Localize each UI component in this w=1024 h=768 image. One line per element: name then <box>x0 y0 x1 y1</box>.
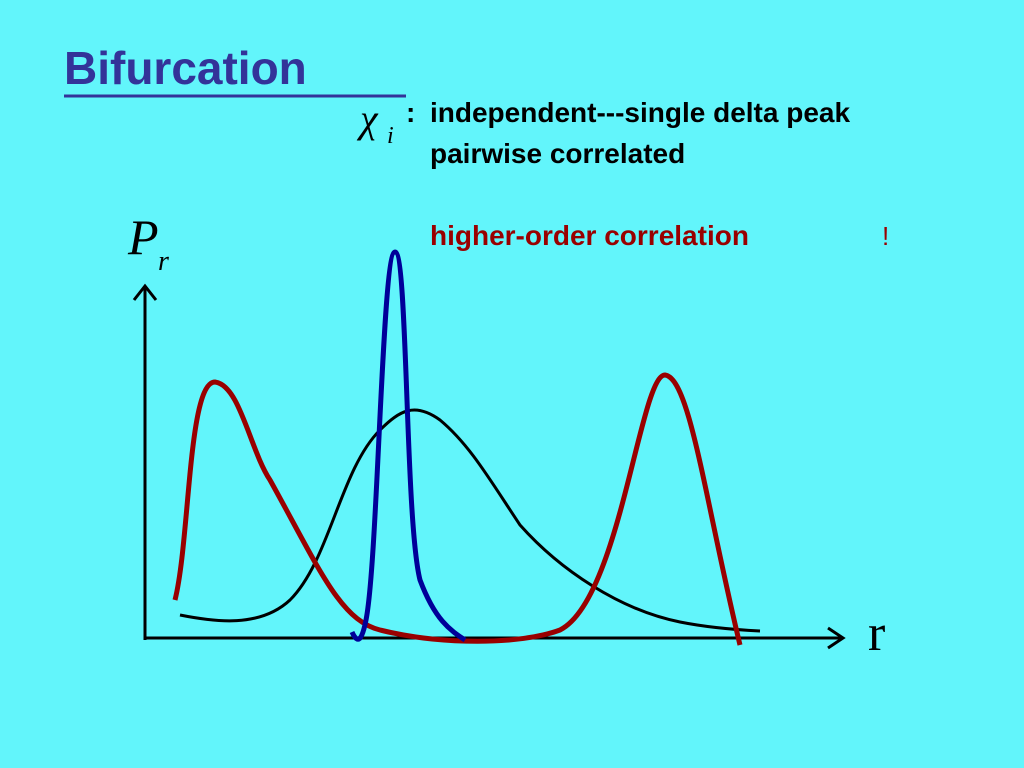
legend-item: higher-order correlation <box>430 220 749 251</box>
higher-order-curve <box>172 372 743 646</box>
independent-curve <box>349 249 467 643</box>
axes <box>132 283 846 650</box>
exclamation: ! <box>882 221 889 251</box>
chi-symbol: χ <box>356 96 379 141</box>
x-axis-label: r <box>868 605 885 662</box>
chi-subscript: i <box>387 123 394 149</box>
legend-item: pairwise correlated <box>430 138 685 169</box>
separator: : <box>406 97 415 128</box>
title: Bifurcation <box>64 42 307 94</box>
pairwise-curve <box>179 408 761 633</box>
legend-item: independent---single delta peak <box>430 97 850 128</box>
x-arrow <box>827 626 846 650</box>
y-axis-subscript: r <box>158 246 169 277</box>
y-arrow <box>132 283 158 301</box>
y-axis-label: P <box>127 209 159 265</box>
